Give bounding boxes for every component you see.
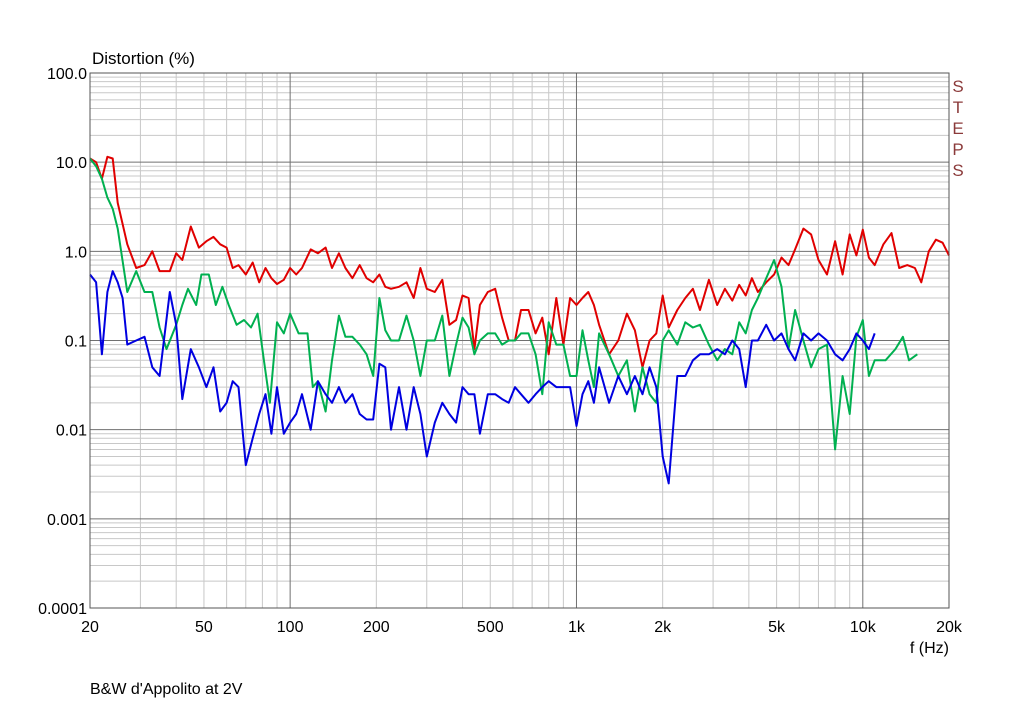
y-tick-label: 10.0 — [56, 155, 87, 172]
watermark-letter: T — [953, 98, 963, 117]
y-axis-label: Distortion (%) — [92, 49, 195, 68]
series-layer — [89, 155, 950, 485]
series-line-2 — [89, 157, 918, 451]
y-tick-label: 0.0001 — [38, 601, 87, 618]
x-tick-label: 500 — [477, 619, 504, 636]
y-tick-label: 100.0 — [47, 66, 87, 83]
x-tick-label: 1k — [568, 619, 586, 636]
plot-frame — [89, 72, 950, 609]
y-tick-labels: 100.0 10.0 1.0 0.1 0.01 0.001 0.0001 — [38, 66, 87, 618]
x-tick-labels: 20 50 100 200 500 1k 2k 5k 10k 20k — [81, 619, 963, 636]
x-tick-label: 2k — [654, 619, 672, 636]
x-tick-label: 50 — [195, 619, 213, 636]
x-tick-label: 10k — [850, 619, 877, 636]
y-tick-label: 0.1 — [65, 334, 87, 351]
y-tick-label: 1.0 — [65, 244, 87, 261]
x-axis-label: f (Hz) — [910, 640, 949, 657]
watermark-letter: E — [952, 119, 963, 138]
x-tick-label: 100 — [277, 619, 304, 636]
watermark-letter: S — [952, 161, 963, 180]
x-tick-label: 20 — [81, 619, 99, 636]
x-tick-label: 5k — [768, 619, 786, 636]
watermark-letter: S — [952, 77, 963, 96]
chart-caption: B&W d'Appolito at 2V — [90, 681, 243, 698]
y-tick-label: 0.001 — [47, 512, 87, 529]
watermark-letter: P — [952, 140, 963, 159]
x-tick-label: 20k — [936, 619, 963, 636]
x-tick-label: 200 — [363, 619, 390, 636]
series-line-3 — [89, 270, 876, 485]
y-tick-label: 0.01 — [56, 423, 87, 440]
